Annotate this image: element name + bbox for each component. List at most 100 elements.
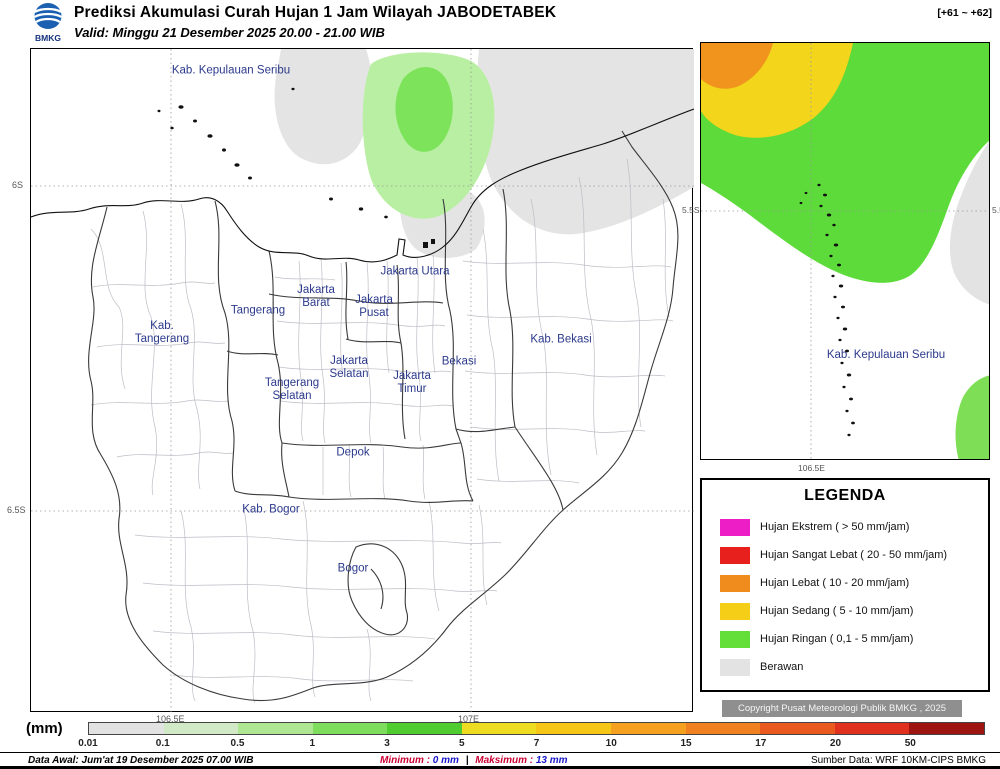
inset-rain-bottom-right <box>955 375 989 459</box>
colorbar-segment <box>163 723 239 734</box>
legend-item-sangat-lebat: Hujan Sangat Lebat ( 20 - 50 mm/jam) <box>702 541 988 569</box>
legend-label-ekstrem: Hujan Ekstrem ( > 50 mm/jam) <box>760 521 910 533</box>
legend-swatch-lebat <box>720 574 750 592</box>
map-label-jakarta-barat: Jakarta Barat <box>297 283 335 309</box>
inset-map-kepulauan-seribu: Kab. Kepulauan Seribu <box>700 42 990 460</box>
legend-box: LEGENDA Hujan Ekstrem ( > 50 mm/jam) Huj… <box>700 478 990 692</box>
axis-lon-107e: 107E <box>458 714 480 724</box>
axis-lat-6-5s: 6.5S <box>7 505 26 515</box>
colorbar-tick: 10 <box>605 738 617 749</box>
colorbar-segment <box>611 723 686 734</box>
colorbar-segment <box>387 723 462 734</box>
rain-areas <box>362 52 495 219</box>
colorbar-tick: 0.5 <box>230 738 245 749</box>
min-max-separator: | <box>465 755 469 766</box>
max-label: Maksimum : <box>475 755 534 766</box>
colorbar-segment <box>461 723 537 734</box>
colorbar-tick: 7 <box>533 738 540 749</box>
inset-rain-heavy <box>701 43 773 89</box>
legend-swatch-ekstrem <box>720 518 750 536</box>
map-label-kab-tangerang: Kab. Tangerang <box>134 319 190 345</box>
colorbar-segment <box>909 723 984 734</box>
bmkg-logo: BMKG <box>26 2 70 43</box>
map-label-jakarta-pusat: Jakarta Pusat <box>355 293 393 319</box>
axis-lon-106-5e: 106.5E <box>156 714 185 724</box>
colorbar-segment <box>834 723 910 734</box>
colorbar-segment <box>536 723 612 734</box>
legend-item-ekstrem: Hujan Ekstrem ( > 50 mm/jam) <box>702 513 988 541</box>
legend-label-berawan: Berawan <box>760 661 804 673</box>
map-label-jakarta-selatan: Jakarta Selatan <box>329 354 369 380</box>
min-label: Minimum : <box>380 755 430 766</box>
colorbar-tick: 5 <box>458 738 465 749</box>
legend-swatch-ringan <box>720 630 750 648</box>
bmkg-logo-label: BMKG <box>35 33 61 43</box>
valid-time-text: Valid: Minggu 21 Desember 2025 20.00 - 2… <box>74 25 385 40</box>
colorbar-tick: 0.01 <box>78 738 98 749</box>
legend-title: LEGENDA <box>804 487 886 504</box>
main-map-canvas <box>31 49 694 713</box>
map-label-kab-bekasi: Kab. Bekasi <box>530 333 592 346</box>
legend-label-sedang: Hujan Sedang ( 5 - 10 mm/jam) <box>760 605 914 617</box>
colorbar <box>88 722 985 735</box>
map-label-kab-kepulauan-seribu: Kab. Kepulauan Seribu <box>171 64 291 77</box>
map-label-tangerang: Tangerang <box>230 304 286 317</box>
map-label-tangerang-selatan: Tangerang Selatan <box>264 376 320 402</box>
legend-label-lebat: Hujan Lebat ( 10 - 20 mm/jam) <box>760 577 910 589</box>
legend-item-sedang: Hujan Sedang ( 5 - 10 mm/jam) <box>702 597 988 625</box>
copyright-bar: Copyright Pusat Meteorologi Publik BMKG … <box>722 700 962 717</box>
legend-label-ringan: Hujan Ringan ( 0,1 - 5 mm/jam) <box>760 633 914 645</box>
colorbar-segment <box>760 723 835 734</box>
min-value: 0 mm <box>432 755 459 766</box>
map-label-kab-bogor: Kab. Bogor <box>242 503 300 516</box>
forecast-hour-range: [+61 ~ +62] <box>937 7 992 19</box>
map-label-depok: Depok <box>336 446 370 459</box>
inset-cloud-right <box>949 141 989 305</box>
page-title: Prediksi Akumulasi Curah Hujan 1 Jam Wil… <box>74 4 557 21</box>
legend-item-lebat: Hujan Lebat ( 10 - 20 mm/jam) <box>702 569 988 597</box>
main-map: Kab. Kepulauan Seribu Tangerang Kab. Tan… <box>30 48 694 713</box>
colorbar-tick: 15 <box>680 738 692 749</box>
inset-axis-lat-right: 5.5S <box>992 205 1000 215</box>
inset-label-kab-kepulauan-seribu: Kab. Kepulauan Seribu <box>826 349 946 361</box>
colorbar-segment <box>685 723 761 734</box>
colorbar-ticks: 0.01 0.1 0.5 1 3 5 7 10 15 17 20 50 <box>78 738 985 750</box>
map-label-jakarta-utara: Jakarta Utara <box>380 265 450 278</box>
inset-axis-lat-left: 5.5S <box>682 205 700 215</box>
inset-axis-lon-bottom: 106.5E <box>798 463 825 473</box>
map-label-bekasi: Bekasi <box>441 355 477 368</box>
colorbar-tick: 17 <box>755 738 767 749</box>
colorbar-segment <box>312 723 388 734</box>
colorbar-tick: 0.1 <box>155 738 170 749</box>
colorbar-tick: 1 <box>309 738 316 749</box>
footer-data-source: Sumber Data: WRF 10KM-CIPS BMKG <box>810 755 986 766</box>
inset-islands <box>799 183 855 437</box>
legend-label-sangat-lebat: Hujan Sangat Lebat ( 20 - 50 mm/jam) <box>760 549 948 561</box>
colorbar-segment <box>89 723 164 734</box>
colorbar-segment <box>238 723 313 734</box>
legend-item-berawan: Berawan <box>702 653 988 681</box>
bottom-border <box>0 766 1000 769</box>
islands <box>157 87 435 248</box>
coastline <box>31 108 694 263</box>
map-label-bogor: Bogor <box>337 562 369 575</box>
colorbar-unit: (mm) <box>26 720 63 737</box>
colorbar-tick: 3 <box>384 738 390 749</box>
inset-graticule <box>701 43 989 459</box>
footer-data-awal: Data Awal: Jum'at 19 Desember 2025 07.00… <box>28 755 254 766</box>
max-value: 13 mm <box>535 755 568 766</box>
colorbar-tick: 20 <box>829 738 842 749</box>
inset-map-canvas <box>701 43 989 459</box>
legend-swatch-sedang <box>720 602 750 620</box>
footer-min-max: Minimum : 0 mm | Maksimum : 13 mm <box>380 755 568 766</box>
bmkg-logo-icon <box>33 3 63 29</box>
district-boundaries <box>88 130 679 702</box>
axis-lat-6s: 6S <box>12 180 24 190</box>
legend-swatch-sangat-lebat <box>720 546 750 564</box>
colorbar-tick: 50 <box>904 738 916 749</box>
map-label-jakarta-timur: Jakarta Timur <box>393 369 431 395</box>
legend-item-ringan: Hujan Ringan ( 0,1 - 5 mm/jam) <box>702 625 988 653</box>
footer-divider <box>0 752 1000 753</box>
subdistrict-boundaries <box>90 158 674 704</box>
